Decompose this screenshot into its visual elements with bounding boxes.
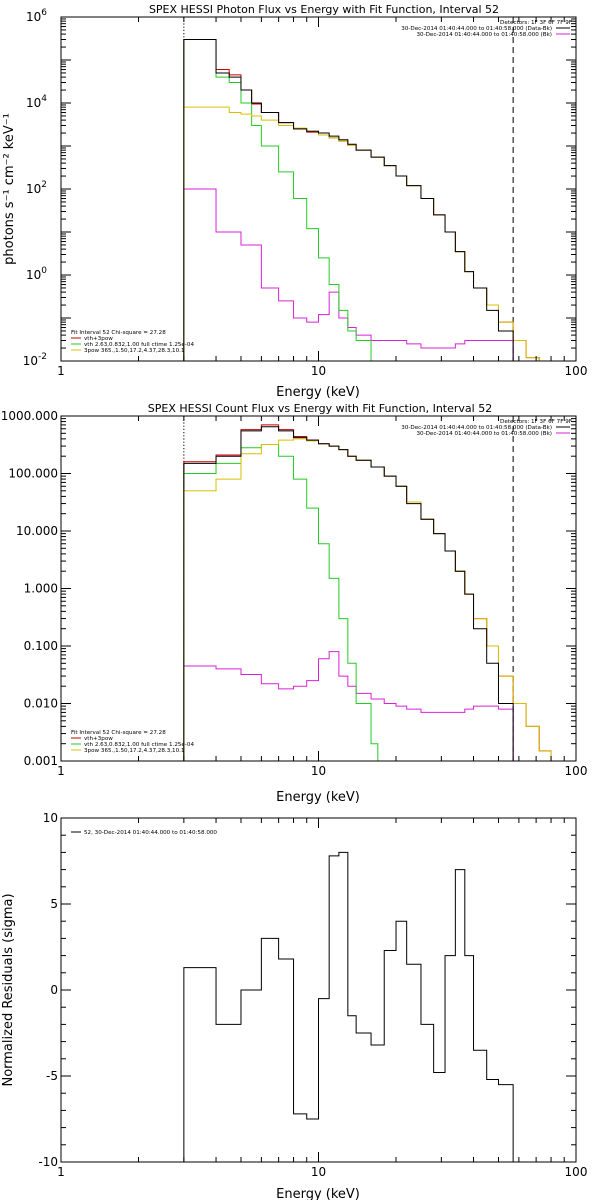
count-y-tick-label: 0.100 (24, 639, 58, 653)
count-x-axis-label: Energy (keV) (276, 790, 360, 805)
count-series-bk (183, 651, 514, 761)
count-y-tick-label: 0.001 (24, 754, 58, 768)
residuals-x-tick-label: 10 (311, 1165, 326, 1179)
photon-y-tick-exponent: 4 (41, 94, 47, 104)
count-series-3pow (183, 438, 552, 761)
count-series-vth (183, 443, 379, 761)
photon-x-tick-label: 100 (565, 364, 588, 378)
photon-legend-bottom-entry: 3pow 365.,1.50,17.2,4.37,28.3,10.1 (84, 348, 185, 354)
count-legend-bottom-entry: Fit Interval 52 Chi-square = 27.28 (71, 730, 166, 736)
photon-legend-top-entry: Detectors: 1F 3F 6F 7F 9F (500, 20, 572, 26)
residuals-panel: 1 10 100 -10 -5 0 5 10 52, 30-Dec-2014 01:40:44… (1, 811, 587, 1200)
photon-x-axis-label: Energy (keV) (276, 385, 360, 400)
residuals-legend-entry: 52, 30-Dec-2014 01:40:44.000 to 01:40:58… (84, 830, 217, 836)
residuals-x-tick-label: 100 (565, 1165, 588, 1179)
count-panel-title: SPEX HESSI Count Flux vs Energy with Fit… (148, 402, 492, 415)
photon-y-tick-label: 102 (26, 180, 47, 196)
count-legend-top-entry: 30-Dec-2014 01:40:44.000 to 01:40:58.000… (416, 431, 552, 437)
photon-legend-bottom-entry: vth 2.63,0.832,1.00 full ctime 1.25e-04 (84, 342, 194, 348)
count-legend-top-entry: Detectors: 1F 3F 6F 7F 9F (500, 419, 572, 425)
photon-x-tick-label: 1 (57, 364, 65, 378)
photon-series-vth-3pow (183, 38, 540, 361)
photon-series-vth (183, 38, 378, 362)
residuals-y-tick-label: 0 (50, 983, 58, 997)
photon-flux-panel: 1 10 100 10-2 100 102 104 106 Detectors: 1F 3F … (2, 8, 587, 400)
count-x-tick-label: 1 (57, 764, 65, 778)
residuals-x-tick-label: 1 (57, 1165, 65, 1179)
photon-legend-top-entry: 30-Dec-2014 01:40:44.000 to 01:40:58.000… (416, 32, 552, 38)
count-x-tick-label: 10 (311, 764, 326, 778)
photon-legend-bottom-entry: vth+3pow (84, 336, 113, 342)
count-legend-bottom-entry: 3pow 365.,1.50,17.2,4.37,28.3,10.1 (84, 748, 185, 754)
residuals-series-residuals (183, 851, 514, 1162)
photon-y-tick-label: 104 (26, 94, 47, 110)
photon-series-data-bk (183, 38, 514, 361)
residuals-y-tick-label: -10 (38, 1155, 58, 1169)
photon-y-tick-label: 100 (26, 266, 47, 282)
count-y-tick-label: 10.000 (16, 524, 58, 538)
residuals-y-tick-label: 5 (50, 897, 58, 911)
photon-y-tick-exponent: 0 (41, 266, 47, 276)
residuals-y-tick-label: -5 (46, 1069, 58, 1083)
photon-series-bk (183, 188, 514, 361)
photon-y-tick-label: 106 (26, 8, 47, 24)
photon-y-tick-exponent: -2 (38, 352, 47, 362)
count-flux-panel: 1 10 100 0.001 0.010 0.100 1.000 10.000 100.000 1… (1, 409, 588, 805)
photon-y-tick-label: 10-2 (23, 352, 47, 368)
count-x-tick-label: 100 (565, 764, 588, 778)
count-legend-top-entry: 30-Dec-2014 01:40:44.000 to 01:40:58.000… (401, 425, 552, 431)
count-legend-bottom-entry: vth 2.63,0.832,1.00 full ctime 1.25e-04 (84, 742, 194, 748)
photon-legend-bottom-entry: Fit Interval 52 Chi-square = 27.28 (71, 330, 166, 336)
count-y-tick-label: 0.010 (24, 697, 58, 711)
count-y-tick-label: 1000.000 (1, 409, 58, 423)
count-series-vth-3pow (183, 424, 552, 761)
residuals-x-axis-label: Energy (keV) (276, 1187, 360, 1200)
photon-legend-top-entry: 30-Dec-2014 01:40:44.000 to 01:40:58.000… (401, 26, 552, 32)
residuals-y-axis-label: Normalized Residuals (sigma) (1, 893, 16, 1086)
residuals-y-tick-label: 10 (43, 811, 58, 825)
photon-x-tick-label: 10 (311, 364, 326, 378)
count-y-tick-label: 100.000 (8, 467, 58, 481)
photon-y-tick-exponent: 2 (41, 180, 47, 190)
photon-series-3pow (183, 106, 540, 361)
count-series-data-bk (183, 426, 514, 761)
photon-y-tick-exponent: 6 (41, 8, 47, 18)
photon-panel-title: SPEX HESSI Photon Flux vs Energy with Fi… (149, 3, 499, 16)
count-y-tick-label: 1.000 (24, 582, 58, 596)
count-legend-bottom-entry: vth+3pow (84, 736, 113, 742)
photon-y-axis-label: photons s⁻¹ cm⁻² keV⁻¹ (2, 113, 17, 265)
